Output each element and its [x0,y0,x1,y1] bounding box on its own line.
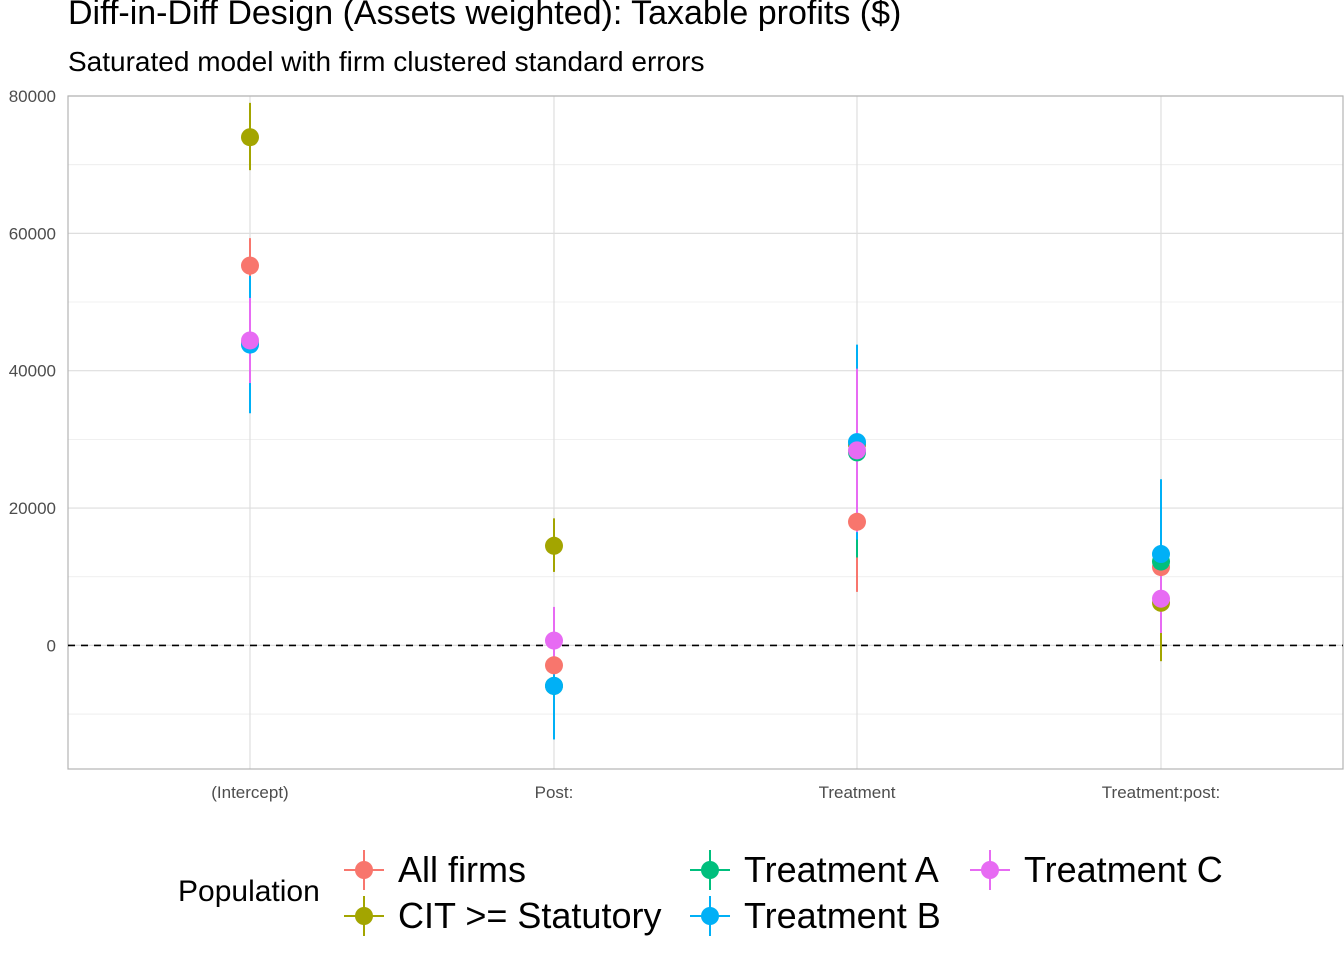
y-tick-label: 20000 [9,499,56,518]
legend-label: Treatment B [744,895,941,936]
data-point [545,656,563,675]
data-point [241,256,259,275]
data-point [241,128,259,147]
legend: Population All firms CIT >= Statutory Tr… [178,843,1338,943]
legend-key-dot [981,861,999,879]
y-tick-label: 40000 [9,362,56,381]
legend-label: CIT >= Statutory [398,895,662,936]
legend-key-dot [701,861,719,879]
legend-title: Population [178,875,320,908]
legend-item-all-firms: All firms [344,847,526,893]
data-point [848,441,866,460]
legend-label: All firms [398,849,526,890]
legend-key-treatment-c-icon [970,850,1010,890]
plot-area: 0 20000 40000 60000 80000 (Intercept) Post: Tre… [9,87,1344,802]
legend-key-treatment-a-icon [690,850,730,890]
x-tick-label: Treatment [819,783,896,802]
data-point [241,331,259,350]
legend-key-dot [701,907,719,925]
chart-title: Diff-in-Diff Design (Assets weighted): T… [68,0,902,32]
y-tick-label: 60000 [9,224,56,243]
data-point [545,631,563,650]
legend-key-dot [355,861,373,879]
data-point [848,512,866,531]
data-point [545,676,563,695]
chart-subtitle: Saturated model with firm clustered stan… [68,46,705,77]
x-tick-label: Post: [535,783,574,802]
data-point [1152,545,1170,564]
legend-key-treatment-b-icon [690,896,730,936]
legend-label: Treatment A [744,849,939,890]
data-point [545,536,563,555]
panel-border [67,95,1344,770]
legend-key-dot [355,907,373,925]
data-point [1152,589,1170,608]
legend-label: Treatment C [1024,849,1223,890]
y-tick-label: 0 [47,636,56,655]
legend-item-treatment-b: Treatment B [690,893,941,939]
legend-item-cit-statutory: CIT >= Statutory [344,893,661,939]
x-tick-label: (Intercept) [211,783,288,802]
y-tick-label: 80000 [9,87,56,106]
legend-item-treatment-c: Treatment C [970,847,1223,893]
legend-key-all-firms-icon [344,850,384,890]
x-tick-label: Treatment:post: [1102,783,1220,802]
legend-item-treatment-a: Treatment A [690,847,939,893]
legend-key-cit-statutory-icon [344,896,384,936]
